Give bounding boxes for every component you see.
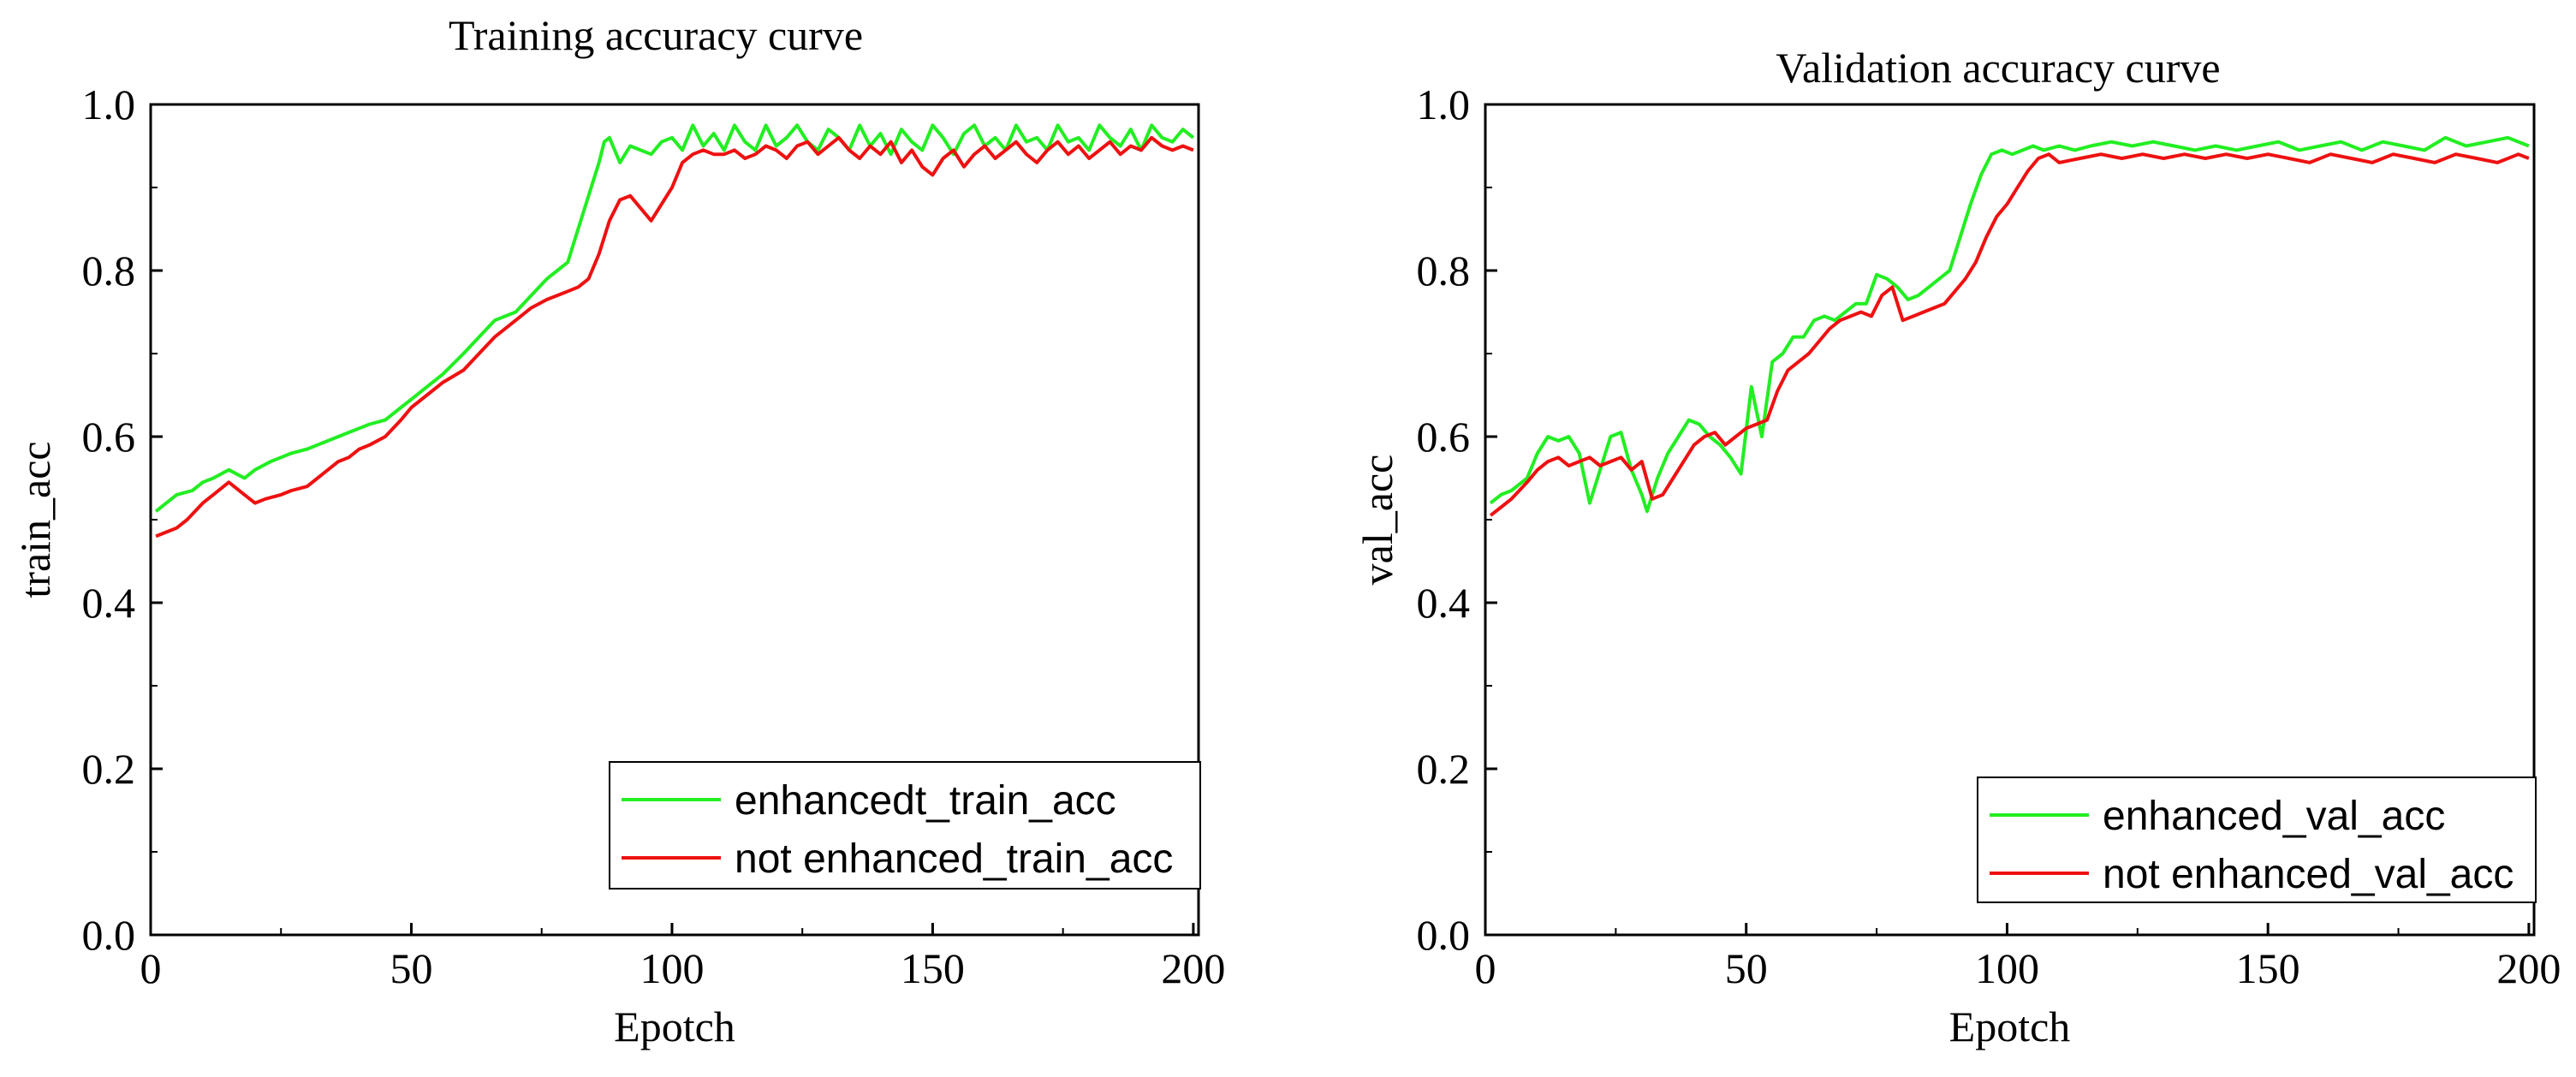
chart-title: Training accuracy curve	[449, 11, 863, 59]
series-line-enhancedt-train-acc	[154, 123, 1195, 513]
x-tick-label: 50	[390, 944, 432, 992]
x-tick-label: 200	[2496, 944, 2561, 992]
x-tick-label: 150	[901, 944, 965, 992]
y-tick-label: 0.0	[1417, 911, 1471, 959]
series-line-not-enhanced-train-acc	[155, 135, 1194, 538]
y-tick-label: 0.2	[1417, 745, 1471, 793]
y-tick-label: 0.8	[1417, 247, 1471, 295]
chart-title: Validation accuracy curve	[1776, 44, 2220, 92]
y-tick-label: 0.8	[82, 247, 136, 295]
validation-accuracy-chart: Validation accuracy curve 0 50 100 150 200 0.0…	[1353, 44, 2561, 1050]
x-axis-label: Epotch	[614, 1003, 735, 1050]
series-line-enhanced-val-acc	[1489, 135, 2530, 514]
y-tick-label: 1.0	[82, 80, 136, 128]
y-tick-label: 0.6	[82, 413, 136, 461]
y-tick-label: 0.0	[82, 911, 136, 959]
x-tick-label: 100	[640, 944, 704, 992]
x-tick-label: 0	[1475, 944, 1496, 992]
series-line-not-enhanced-val-acc	[1489, 152, 2530, 517]
y-axis-label: train_acc	[11, 441, 59, 598]
legend-label: not enhanced_train_acc	[735, 836, 1173, 882]
legend-label: not enhanced_val_acc	[2103, 852, 2514, 897]
y-tick-label: 0.2	[82, 745, 136, 793]
y-tick-label: 0.6	[1417, 413, 1471, 461]
x-tick-label: 150	[2236, 944, 2300, 992]
y-tick-label: 0.4	[1417, 579, 1471, 627]
x-tick-label: 50	[1725, 944, 1768, 992]
y-axis-label: val_acc	[1353, 455, 1401, 586]
y-tick-label: 0.4	[82, 579, 136, 627]
legend-label: enhancedt_train_acc	[735, 778, 1116, 824]
x-tick-label: 100	[1975, 944, 2039, 992]
legend-label: enhanced_val_acc	[2103, 794, 2445, 839]
legend-box	[609, 761, 1201, 890]
y-tick-label: 1.0	[1417, 80, 1471, 128]
x-tick-label: 200	[1161, 944, 1225, 992]
legend-box	[1977, 777, 2537, 903]
x-axis-label: Epotch	[1949, 1003, 2071, 1050]
training-accuracy-chart: Training accuracy curve 0 50 100 150 200 0.0 0.…	[11, 11, 1225, 1050]
x-tick-label: 0	[140, 944, 162, 992]
